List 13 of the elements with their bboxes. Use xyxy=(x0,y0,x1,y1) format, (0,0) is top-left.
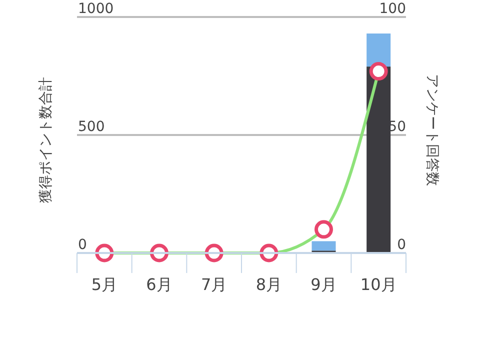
y-tick-label: 1000 xyxy=(78,1,114,17)
x-tick-label: 10月 xyxy=(360,275,397,294)
y2-axis-title: アンケート回答数 xyxy=(424,74,440,186)
x-tick-label: 9月 xyxy=(310,275,337,294)
x-tick-label: 7月 xyxy=(200,275,228,294)
y2-tick-label: 100 xyxy=(379,1,406,17)
y-axis-title: 獲得ポイント数合計 xyxy=(38,77,54,203)
x-tick-label: 8月 xyxy=(256,275,282,294)
y-tick-label: 0 xyxy=(78,237,87,253)
y2-tick-label: 0 xyxy=(397,237,406,253)
x-tick-label: 5月 xyxy=(91,275,118,294)
y-tick-label: 500 xyxy=(78,119,105,135)
x-tick-label: 6月 xyxy=(146,275,172,294)
